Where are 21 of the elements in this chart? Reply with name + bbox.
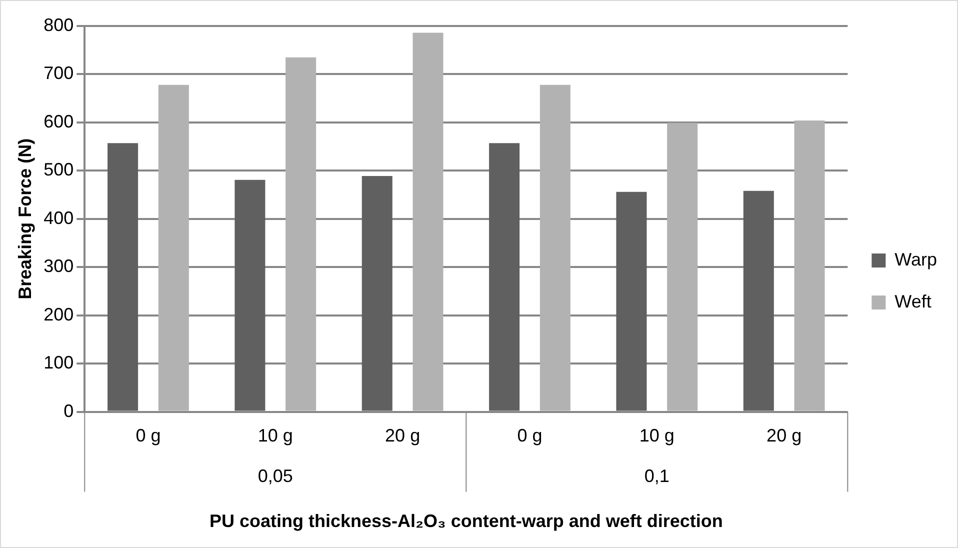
y-axis-title: Breaking Force (N) — [14, 138, 35, 300]
y-tick-label: 800 — [44, 14, 74, 35]
legend-label: Weft — [894, 291, 932, 312]
y-tick-label: 500 — [44, 160, 74, 180]
x-tick-label: 10 g — [258, 426, 293, 446]
y-tick-label: 0 — [64, 400, 74, 421]
y-tick-label: 400 — [44, 208, 74, 228]
x-tick-label: 10 g — [639, 426, 674, 446]
x-tick-label: 20 g — [766, 426, 802, 446]
x-axis-title: PU coating thickness-Al₂O₃ content-warp and weft direction — [209, 511, 723, 532]
y-tick-label: 700 — [44, 63, 74, 84]
y-tick-label: 600 — [44, 111, 74, 132]
x-tick-label: 20 g — [385, 426, 420, 446]
legend-label: Warp — [894, 249, 938, 270]
y-tick-label: 200 — [44, 304, 74, 324]
text: 0,05 — [258, 466, 293, 486]
x-tick-label: 0 g — [517, 426, 542, 446]
x-tick-label: 0 g — [136, 426, 161, 446]
y-tick-label: 100 — [44, 352, 74, 373]
y-tick-label: 300 — [44, 256, 74, 276]
text: 0,1 — [644, 466, 670, 486]
